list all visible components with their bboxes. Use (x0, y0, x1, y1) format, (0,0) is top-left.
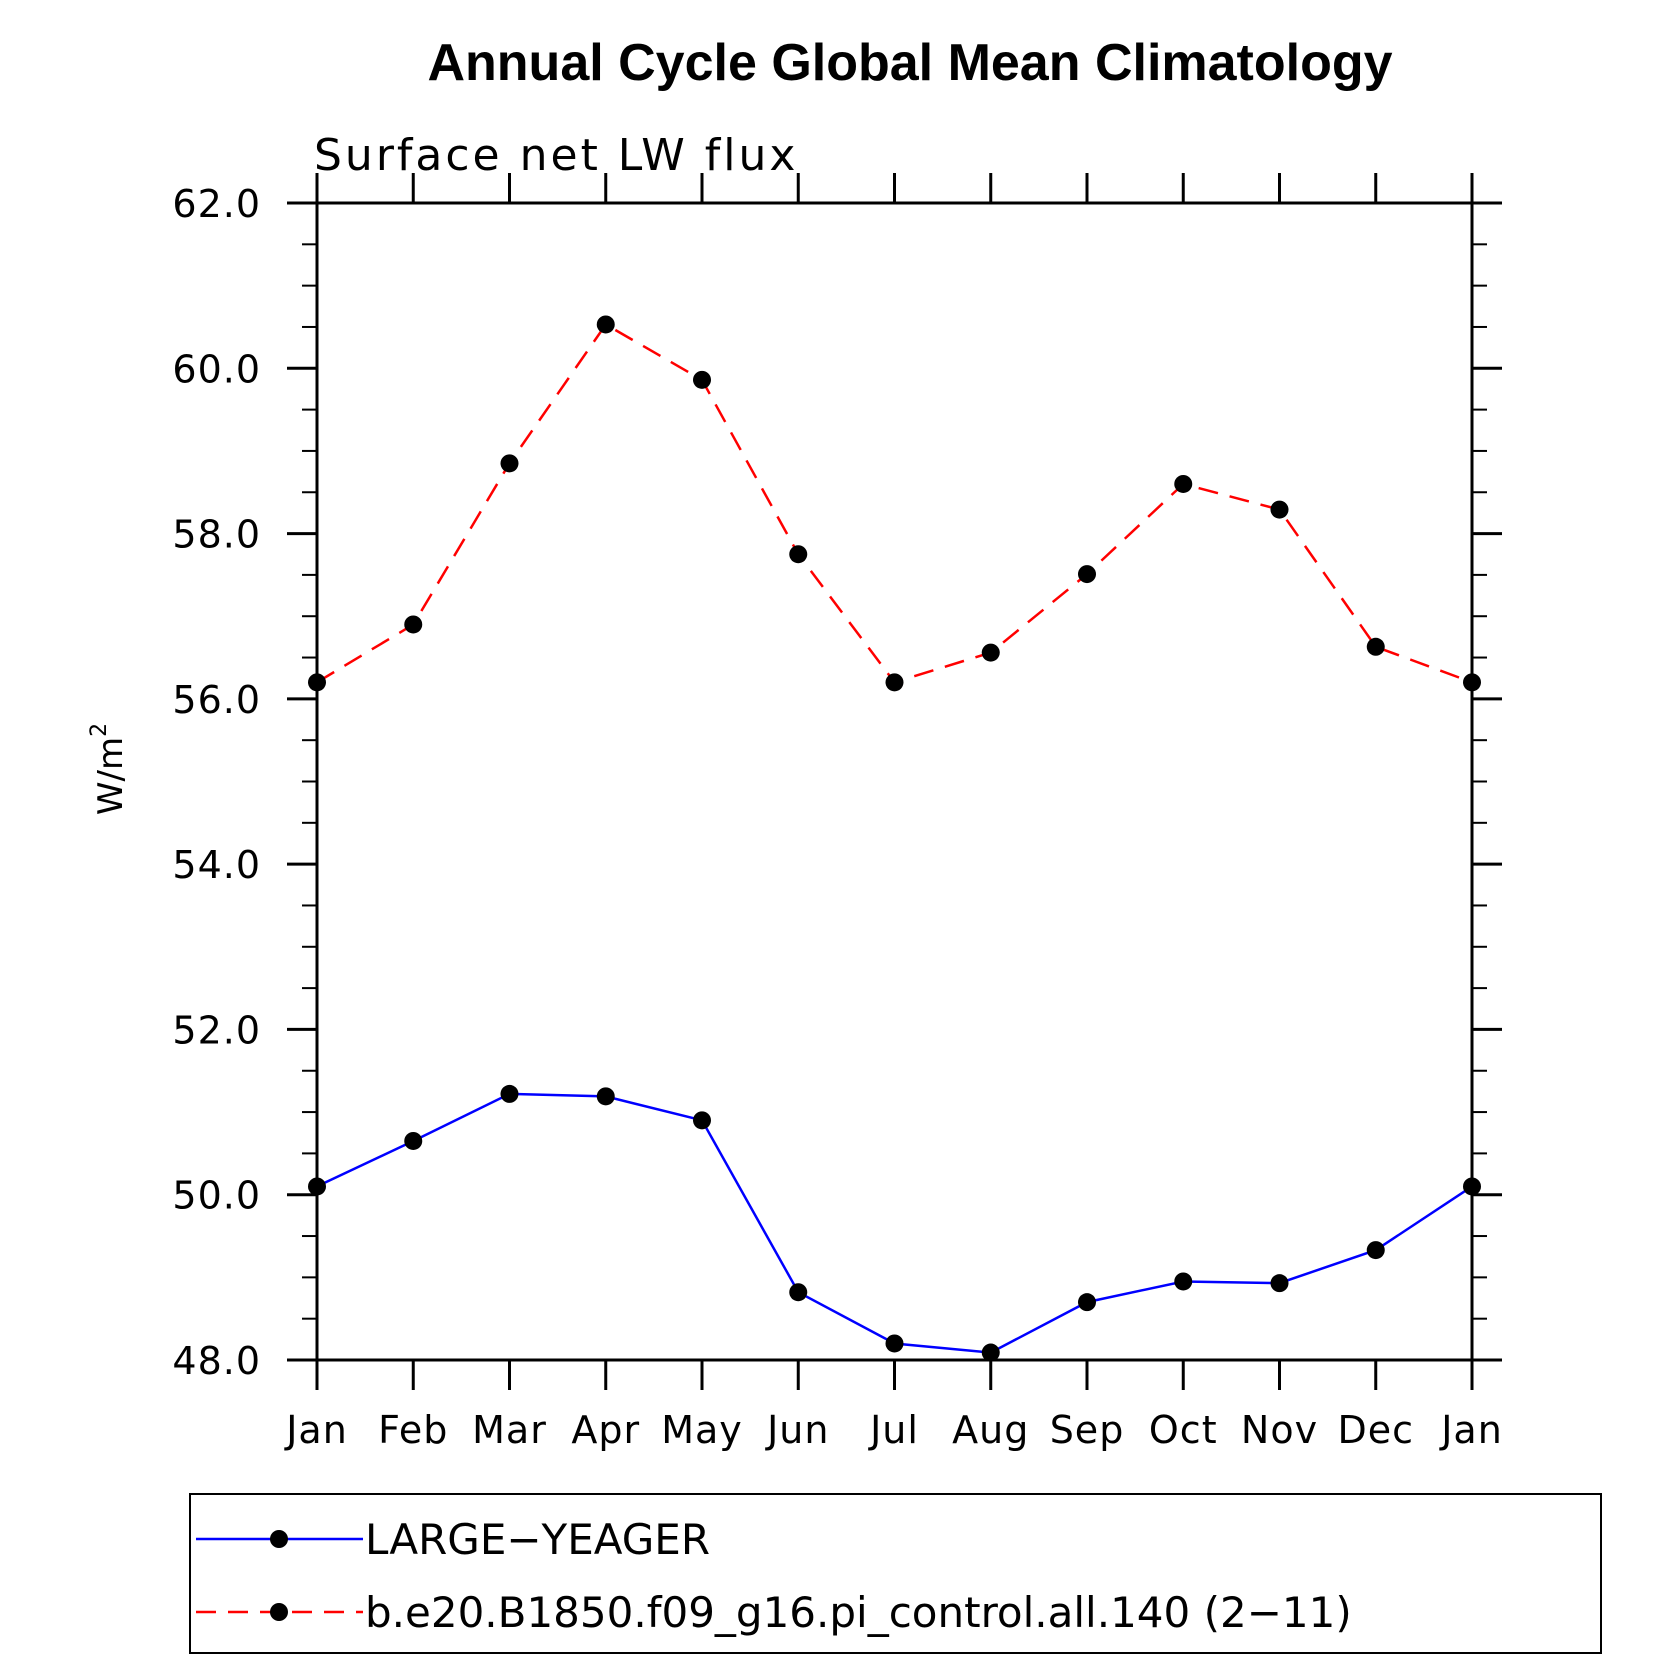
series-line-0 (316, 1092, 1473, 1354)
series-1-point (1078, 565, 1096, 584)
x-tick-label: Dec (1337, 1408, 1414, 1452)
y-tick-label: 62.0 (172, 182, 261, 226)
series-line-1 (316, 322, 1473, 684)
y-tick-label: 50.0 (172, 1174, 261, 1218)
series-0-point (1078, 1293, 1096, 1312)
x-tick-label: Mar (472, 1408, 547, 1452)
x-tick-label: Oct (1149, 1408, 1218, 1452)
series-1-point (596, 315, 615, 334)
series-1-point (885, 673, 904, 692)
x-tick-label: Jan (284, 1408, 348, 1452)
series-0-point (1463, 1177, 1481, 1196)
y-tick-label: 56.0 (172, 678, 261, 722)
legend: LARGE−YEAGER b.e20.B1850.f09_g16.pi_cont… (189, 1493, 1602, 1654)
y-tick-label: 60.0 (172, 347, 261, 391)
x-tick-label: Sep (1050, 1408, 1125, 1452)
series-0-point (693, 1111, 711, 1130)
x-tick-label: Jul (868, 1408, 919, 1452)
legend-box (189, 1493, 1602, 1654)
legend-label-pi-control: b.e20.B1850.f09_g16.pi_control.all.140 (… (365, 1588, 1352, 1637)
legend-marker-large-yeager (270, 1530, 288, 1548)
chart-subtitle: Surface net LW flux (314, 130, 798, 181)
series-1-point (789, 545, 808, 564)
y-tick-label: 54.0 (172, 843, 261, 887)
plot-frame (315, 201, 1474, 1362)
series-1-point (404, 615, 423, 634)
series-0-point (885, 1334, 904, 1353)
y-tick-label: 58.0 (172, 513, 261, 557)
series-0-point (596, 1087, 615, 1106)
x-tick-label: Nov (1241, 1408, 1318, 1452)
y-axis-label-base: W/m (91, 737, 131, 815)
axes: 48.0 50.0 52.0 54.0 56.0 58.0 60.0 62.0 Jan Feb Ma… (172, 173, 1502, 1452)
series-0-point (1270, 1274, 1289, 1293)
series-0-point (308, 1177, 326, 1196)
series-1-point (1463, 673, 1481, 692)
series-1-point (1270, 500, 1289, 519)
series-1-point (500, 454, 519, 473)
series-1-point (981, 643, 1000, 662)
series-1-point (1174, 474, 1193, 493)
x-tick-label: Feb (378, 1408, 448, 1452)
series-0-point (981, 1343, 1000, 1362)
legend-marker-pi-control (270, 1603, 288, 1621)
series-0-point (1366, 1241, 1385, 1260)
y-axis-label: W/m2 (87, 723, 131, 815)
series-1-point (308, 673, 326, 692)
y-tick-label: 52.0 (172, 1008, 261, 1052)
series-0-point (1174, 1272, 1193, 1291)
y-axis-label-superscript: 2 (87, 723, 112, 737)
x-tick-label: May (661, 1408, 743, 1452)
chart-title: Annual Cycle Global Mean Climatology (427, 34, 1392, 92)
x-tick-label: Aug (952, 1408, 1029, 1452)
x-tick-label: Apr (571, 1408, 640, 1452)
series-0-point (789, 1283, 808, 1302)
y-tick-label: 48.0 (172, 1339, 261, 1383)
series-0-point (404, 1131, 423, 1150)
series-layer (308, 315, 1481, 1362)
x-tick-label: Jan (1439, 1408, 1503, 1452)
series-1-point (693, 370, 711, 389)
legend-label-large-yeager: LARGE−YEAGER (365, 1515, 710, 1564)
series-1-point (1366, 637, 1385, 656)
series-0-point (500, 1084, 519, 1103)
x-tick-label: Jun (765, 1408, 829, 1452)
